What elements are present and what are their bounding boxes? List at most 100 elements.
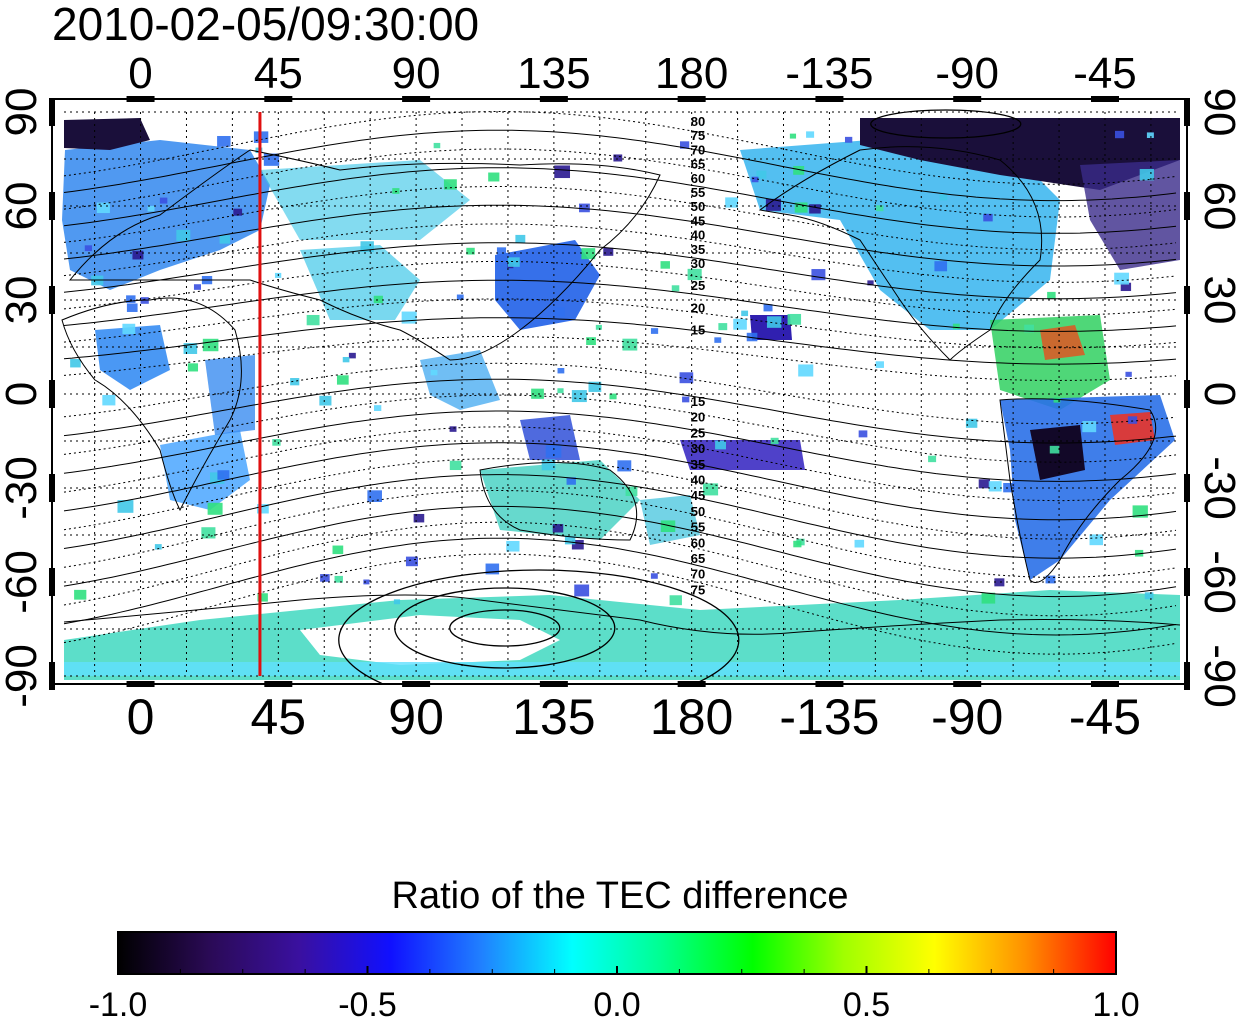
data-block xyxy=(413,513,425,523)
data-block xyxy=(671,285,680,292)
data-block xyxy=(306,314,320,326)
data-block xyxy=(679,141,690,149)
data-block xyxy=(1003,482,1015,493)
colorbar-ticks: -1.0 -0.5 0.0 0.5 1.0 xyxy=(89,966,1140,1024)
data-block xyxy=(430,369,438,376)
data-block xyxy=(603,247,614,256)
data-block xyxy=(725,197,739,208)
top-lon-tick-label: -135 xyxy=(785,49,873,98)
data-block xyxy=(360,241,374,252)
data-block xyxy=(433,142,441,149)
data-block xyxy=(96,202,110,214)
magnetic-contour xyxy=(63,458,1177,540)
data-block xyxy=(1114,130,1125,139)
bottom-lon-tick-label: -45 xyxy=(1069,689,1141,745)
data-block xyxy=(449,460,462,471)
tick-mark xyxy=(953,681,982,687)
tick-mark xyxy=(126,681,155,687)
data-block xyxy=(564,536,576,545)
data-block xyxy=(202,338,219,352)
magnetic-latitude-label: 65 xyxy=(691,157,705,172)
scatter-blocks xyxy=(70,130,1154,606)
data-block xyxy=(1146,132,1154,138)
data-block xyxy=(201,527,216,539)
magnetic-contour xyxy=(63,298,1177,349)
data-block xyxy=(687,268,702,281)
data-block xyxy=(554,165,571,179)
magnetic-latitude-label: 70 xyxy=(691,567,705,582)
tick-mark xyxy=(49,98,55,126)
data-block xyxy=(557,388,564,394)
magnetic-contour xyxy=(63,474,1177,559)
magnetic-latitude-label: 25 xyxy=(691,278,705,293)
data-block xyxy=(117,500,134,513)
patch-greenland xyxy=(1080,160,1180,270)
data-block xyxy=(126,303,138,312)
colorbar-tick-label: 1.0 xyxy=(1092,986,1139,1024)
data-block xyxy=(74,589,87,600)
magnetic-contour xyxy=(63,111,1177,185)
tick-mark xyxy=(1184,286,1190,314)
data-block xyxy=(257,504,269,514)
magnetic-contour xyxy=(63,553,1177,655)
data-block xyxy=(811,269,826,281)
data-block xyxy=(363,579,370,585)
data-block xyxy=(84,245,93,252)
left-lat-tick-label: -30 xyxy=(0,456,46,520)
data-block xyxy=(1045,575,1056,584)
patch-indonesia xyxy=(520,415,580,460)
data-block xyxy=(496,247,507,255)
top-lon-tick-label: 45 xyxy=(254,49,303,98)
data-block xyxy=(571,390,587,403)
data-block xyxy=(718,323,728,331)
magnetic-latitude-label: 25 xyxy=(691,425,705,440)
data-block xyxy=(373,295,383,304)
data-block xyxy=(741,310,749,317)
tick-mark xyxy=(1184,474,1190,502)
data-block xyxy=(934,261,948,272)
data-block xyxy=(766,316,782,328)
data-block xyxy=(609,393,617,400)
tick-mark xyxy=(539,96,568,102)
data-block xyxy=(342,356,350,363)
data-block xyxy=(981,592,996,604)
data-block xyxy=(756,170,767,179)
data-block xyxy=(154,544,162,550)
data-block xyxy=(965,418,978,428)
data-block xyxy=(669,595,682,606)
data-block xyxy=(983,213,993,222)
magnetic-contour xyxy=(63,362,1177,425)
top-lon-tick-label: 0 xyxy=(128,49,152,98)
data-block xyxy=(531,388,544,399)
bottom-lon-tick-label: 135 xyxy=(512,689,595,745)
data-block xyxy=(552,524,564,533)
magnetic-latitude-label: 20 xyxy=(691,300,705,315)
data-block xyxy=(367,490,382,502)
data-block xyxy=(660,261,670,269)
patch-north-scandinavia xyxy=(64,118,150,150)
data-block xyxy=(405,556,418,567)
data-block xyxy=(1089,534,1104,546)
patch-north-america xyxy=(740,140,1060,330)
data-block xyxy=(187,363,199,372)
data-block xyxy=(566,477,576,485)
grid-lines xyxy=(64,111,1180,677)
bottom-lon-tick-label: 45 xyxy=(251,689,307,745)
left-lat-tick-label: -60 xyxy=(0,550,46,614)
tick-mark xyxy=(264,96,293,102)
magnetic-latitude-label: 75 xyxy=(691,128,705,143)
data-block xyxy=(867,280,874,286)
data-block xyxy=(733,318,747,330)
data-block xyxy=(1053,397,1061,403)
tick-mark xyxy=(402,96,431,102)
data-block xyxy=(613,154,623,162)
data-block xyxy=(751,176,759,183)
data-block xyxy=(485,563,500,575)
data-block xyxy=(625,486,638,496)
data-block xyxy=(126,295,136,303)
patch-east-africa xyxy=(205,355,255,435)
data-block xyxy=(1024,324,1035,333)
magnetic-latitude-label: 50 xyxy=(691,199,705,214)
tick-mark xyxy=(953,96,982,102)
